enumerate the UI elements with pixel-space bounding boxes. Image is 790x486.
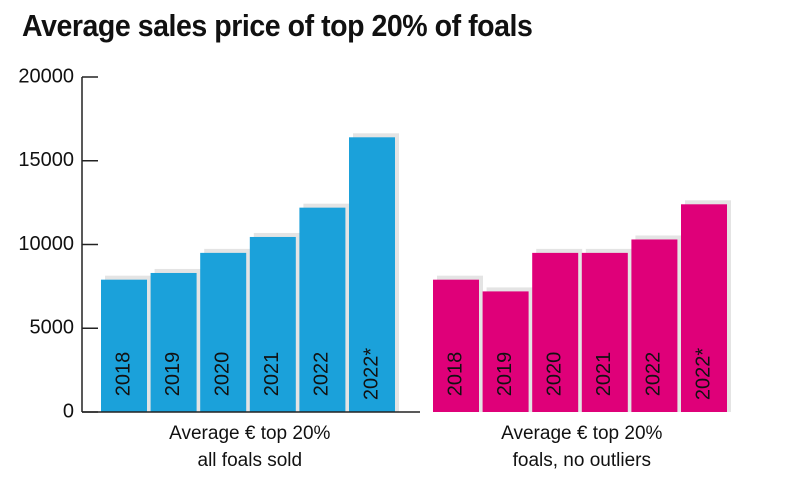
group-label: Average € top 20% foals, no outliers	[501, 423, 663, 471]
bar-category-label: 2018	[444, 352, 466, 397]
bar	[249, 236, 296, 412]
bar	[532, 252, 579, 412]
bar-category-label: 2019	[162, 352, 184, 397]
bar	[299, 207, 346, 412]
bar-category-label: 2021	[261, 352, 283, 397]
bar	[482, 291, 529, 412]
bar	[200, 252, 247, 412]
bar	[150, 272, 197, 412]
bar	[349, 137, 395, 413]
bar-category-label: 2022*	[360, 348, 382, 400]
bar-category-label: 2020	[543, 352, 565, 397]
bar	[581, 252, 628, 412]
y-tick-label: 5000	[30, 317, 75, 339]
group-label: Average € top 20% all foals sold	[169, 423, 331, 471]
y-tick-label: 15000	[18, 149, 74, 171]
bar	[101, 279, 147, 412]
bar-category-label: 2022	[311, 352, 333, 397]
bar-category-label: 2021	[593, 352, 615, 397]
bar-category-label: 2022	[643, 352, 665, 397]
chart-title: Average sales price of top 20% of foals	[22, 8, 533, 43]
bar	[681, 204, 727, 412]
y-tick-label: 20000	[18, 65, 74, 87]
bar-category-label: 2022*	[692, 348, 714, 400]
bar	[631, 239, 678, 412]
bar	[433, 279, 479, 412]
y-tick-label: 10000	[18, 233, 74, 255]
y-tick-label: 0	[63, 400, 74, 422]
bar-category-label: 2020	[211, 352, 233, 397]
bar-category-label: 2019	[494, 352, 516, 397]
bar-category-label: 2018	[112, 352, 134, 397]
